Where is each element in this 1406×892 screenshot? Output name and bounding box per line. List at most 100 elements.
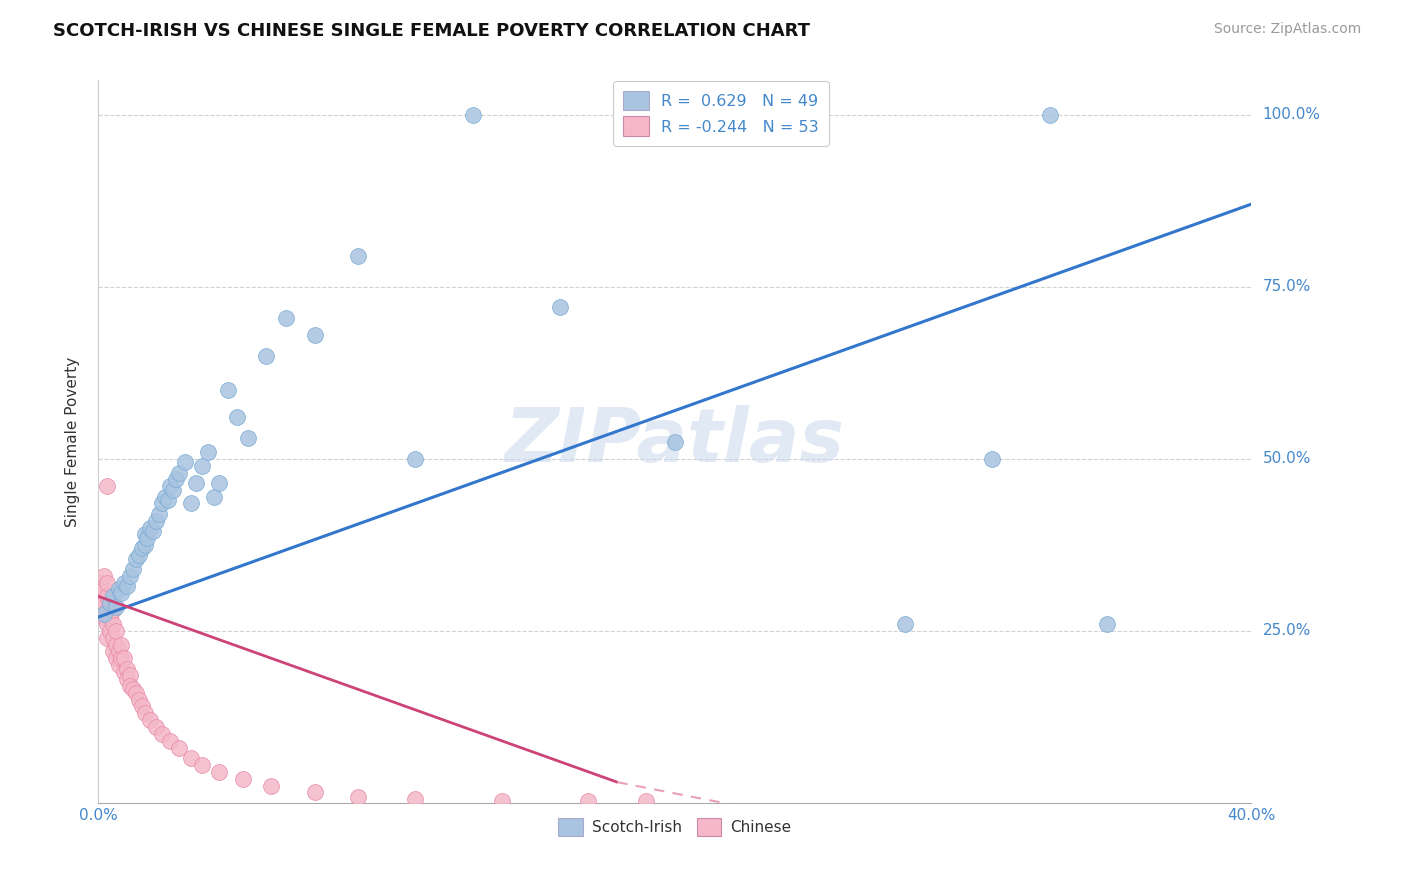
Point — [98, 596, 121, 610]
Point — [93, 610, 115, 624]
Point — [104, 599, 127, 614]
Point — [96, 616, 118, 631]
Point — [128, 548, 150, 562]
Point — [120, 679, 142, 693]
Point — [122, 562, 145, 576]
Point — [93, 596, 115, 610]
Point — [120, 668, 142, 682]
Point — [167, 466, 190, 480]
Point — [98, 610, 121, 624]
Point — [260, 779, 283, 793]
Point — [110, 638, 132, 652]
Point — [664, 434, 686, 449]
Point — [93, 607, 115, 621]
Point — [134, 706, 156, 721]
Point — [104, 651, 127, 665]
Point — [110, 586, 132, 600]
Text: Source: ZipAtlas.com: Source: ZipAtlas.com — [1213, 22, 1361, 37]
Point — [110, 651, 132, 665]
Point — [93, 582, 115, 597]
Point — [139, 713, 162, 727]
Point — [90, 590, 112, 604]
Point — [112, 665, 135, 679]
Point — [131, 541, 153, 556]
Point — [96, 590, 118, 604]
Point — [150, 496, 173, 510]
Point — [167, 740, 190, 755]
Point — [1097, 616, 1119, 631]
Point — [153, 490, 176, 504]
Legend: Scotch-Irish, Chinese: Scotch-Irish, Chinese — [553, 813, 797, 842]
Point — [145, 514, 167, 528]
Point — [131, 699, 153, 714]
Point — [136, 531, 159, 545]
Text: 25.0%: 25.0% — [1263, 624, 1310, 639]
Point — [231, 772, 254, 786]
Point — [254, 349, 277, 363]
Point — [107, 582, 129, 597]
Text: SCOTCH-IRISH VS CHINESE SINGLE FEMALE POVERTY CORRELATION CHART: SCOTCH-IRISH VS CHINESE SINGLE FEMALE PO… — [53, 22, 810, 40]
Point — [117, 672, 139, 686]
Point — [217, 383, 239, 397]
Point — [122, 682, 145, 697]
Text: ZIPatlas: ZIPatlas — [505, 405, 845, 478]
Point — [225, 410, 247, 425]
Point — [208, 475, 231, 490]
Point — [981, 451, 1004, 466]
Point — [134, 527, 156, 541]
Point — [96, 631, 118, 645]
Point — [96, 575, 118, 590]
Text: 50.0%: 50.0% — [1263, 451, 1310, 467]
Point — [96, 479, 118, 493]
Point — [117, 662, 139, 676]
Point — [548, 301, 571, 315]
Point — [112, 575, 135, 590]
Point — [104, 624, 127, 638]
Point — [101, 590, 124, 604]
Point — [107, 658, 129, 673]
Point — [159, 479, 181, 493]
Point — [98, 624, 121, 638]
Point — [180, 496, 202, 510]
Point — [274, 310, 297, 325]
Point — [107, 644, 129, 658]
Point — [304, 785, 326, 799]
Point — [101, 603, 124, 617]
Point — [578, 794, 600, 808]
Text: 100.0%: 100.0% — [1263, 107, 1320, 122]
Point — [159, 734, 181, 748]
Point — [104, 638, 127, 652]
Point — [125, 686, 148, 700]
Point — [101, 644, 124, 658]
Point — [491, 794, 513, 808]
Point — [165, 472, 187, 486]
Point — [101, 616, 124, 631]
Point — [117, 579, 139, 593]
Point — [894, 616, 917, 631]
Point — [636, 794, 658, 808]
Point — [191, 458, 214, 473]
Point — [150, 727, 173, 741]
Text: 75.0%: 75.0% — [1263, 279, 1310, 294]
Point — [134, 538, 156, 552]
Point — [346, 249, 368, 263]
Point — [180, 751, 202, 765]
Point — [461, 108, 484, 122]
Point — [208, 764, 231, 779]
Point — [128, 692, 150, 706]
Y-axis label: Single Female Poverty: Single Female Poverty — [65, 357, 80, 526]
Point — [93, 568, 115, 582]
Point — [90, 575, 112, 590]
Point — [101, 631, 124, 645]
Point — [202, 490, 225, 504]
Point — [162, 483, 184, 497]
Point — [1039, 108, 1062, 122]
Point — [156, 493, 179, 508]
Point — [304, 327, 326, 342]
Point — [98, 596, 121, 610]
Point — [238, 431, 260, 445]
Point — [96, 603, 118, 617]
Point — [174, 455, 197, 469]
Point — [346, 790, 368, 805]
Point — [148, 507, 170, 521]
